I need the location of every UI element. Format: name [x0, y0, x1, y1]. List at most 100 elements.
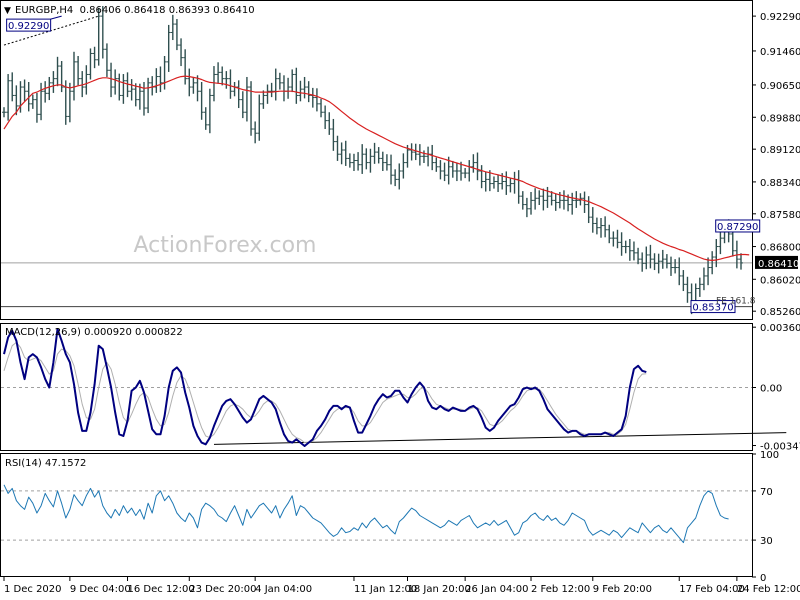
price-bar	[401, 153, 406, 179]
price-bar	[117, 73, 122, 101]
price-bar	[113, 69, 118, 95]
price-bar	[677, 257, 682, 286]
price-bar	[681, 270, 686, 292]
price-bar	[343, 140, 348, 166]
price-bar	[393, 169, 398, 187]
price-bar	[669, 256, 674, 276]
price-bar	[88, 48, 93, 80]
time-tick-label: 9 Feb 20:00	[593, 584, 652, 595]
macd-panel-title: MACD(12,26,9) 0.000920 0.000822	[5, 327, 183, 338]
price-bar	[710, 251, 715, 275]
price-bar	[277, 72, 282, 90]
price-bar	[199, 82, 204, 120]
price-bar	[121, 74, 126, 104]
price-bar	[380, 151, 385, 171]
price-bar	[96, 7, 101, 66]
time-tick-label: 23 Dec 20:00	[189, 584, 256, 595]
time-tick-label: 26 Jan 04:00	[465, 584, 528, 595]
price-bar	[644, 246, 649, 270]
axis-tick-label: 30	[760, 536, 773, 547]
macd-main-line	[3, 328, 647, 447]
price-bar	[397, 163, 402, 190]
price-bar	[491, 176, 496, 189]
price-bar	[141, 82, 146, 116]
price-bar	[109, 62, 114, 98]
fe-annotation: FE 161.8	[716, 297, 756, 307]
price-bar	[496, 174, 501, 192]
price-bar	[553, 193, 558, 211]
price-panel-frame	[0, 0, 753, 320]
price-bar	[55, 56, 60, 87]
price-bar	[228, 69, 233, 99]
price-bar	[487, 170, 492, 192]
price-bar	[191, 76, 196, 94]
price-bar	[22, 79, 27, 102]
price-bar	[71, 51, 76, 101]
price-bar	[133, 83, 138, 107]
price-bar	[104, 43, 109, 77]
price-bar	[253, 121, 258, 144]
price-bar	[586, 196, 591, 224]
price-bar	[364, 148, 369, 170]
price-bar	[442, 162, 447, 182]
price-bar	[129, 79, 134, 101]
time-tick-label: 4 Jan 04:00	[255, 584, 312, 595]
price-bar	[211, 66, 216, 102]
price-bar	[6, 74, 11, 121]
high-annotation-box	[6, 18, 52, 32]
price-bar	[30, 94, 35, 109]
last-price-label: 0.86410	[758, 259, 799, 270]
high-annotation-leader	[50, 15, 62, 20]
price-bar	[351, 153, 356, 171]
price-panel: ActionForex.com 0.92290 0.87290 0.85370FE …	[0, 0, 761, 320]
price-bar	[14, 85, 19, 116]
price-bar	[137, 83, 142, 110]
price-bar	[80, 71, 85, 98]
price-bar	[10, 72, 15, 102]
macd-series	[3, 328, 647, 447]
price-bar	[146, 77, 151, 114]
price-bar	[549, 191, 554, 206]
triangle-icon: ▼	[4, 6, 11, 16]
price-bar	[306, 81, 311, 103]
rsi-series	[3, 484, 729, 544]
time-tick-label: 17 Feb 04:00	[679, 584, 745, 595]
time-tick-label: 1 Dec 2020	[4, 584, 62, 595]
time-tick-label: 16 Dec 12:00	[128, 584, 195, 595]
price-bar	[347, 153, 352, 168]
watermark: ActionForex.com	[134, 233, 317, 258]
price-bar	[463, 168, 468, 179]
price-bar	[421, 150, 426, 164]
price-bar	[582, 191, 587, 213]
price-bar	[269, 82, 274, 98]
price-bar	[475, 152, 480, 181]
price-bar	[673, 259, 678, 274]
price-bar	[718, 228, 723, 255]
axis-tick-label: 0.85260	[760, 307, 800, 318]
price-bar	[372, 142, 377, 164]
moving-average-line	[3, 75, 750, 261]
price-bar	[323, 105, 328, 130]
price-bar	[627, 238, 632, 261]
macd-axis: 0.003609 0.00 -0.003472	[752, 323, 800, 453]
price-bar	[76, 55, 81, 86]
price-bar	[294, 67, 299, 104]
price-bar	[158, 66, 163, 93]
price-bar	[648, 244, 653, 269]
price-bar	[434, 157, 439, 172]
time-tick-label: 2 Feb 12:00	[531, 584, 590, 595]
axis-tick-label: 0.92290	[760, 12, 800, 23]
low-annotation: 0.85370	[692, 303, 733, 314]
price-bar	[574, 191, 579, 208]
axis-tick-label: 0.003609	[760, 323, 800, 334]
axis-tick-label: 0.89120	[760, 145, 800, 156]
price-bar	[417, 144, 422, 166]
axis-tick-label: 0.00	[760, 384, 782, 395]
swing-high-annotation-box	[715, 219, 761, 233]
price-bar	[623, 240, 628, 254]
price-bar	[183, 49, 188, 85]
price-bar	[430, 144, 435, 171]
axis-tick-label: 0.86800	[760, 243, 800, 254]
axis-tick-label: 0.88340	[760, 178, 800, 189]
